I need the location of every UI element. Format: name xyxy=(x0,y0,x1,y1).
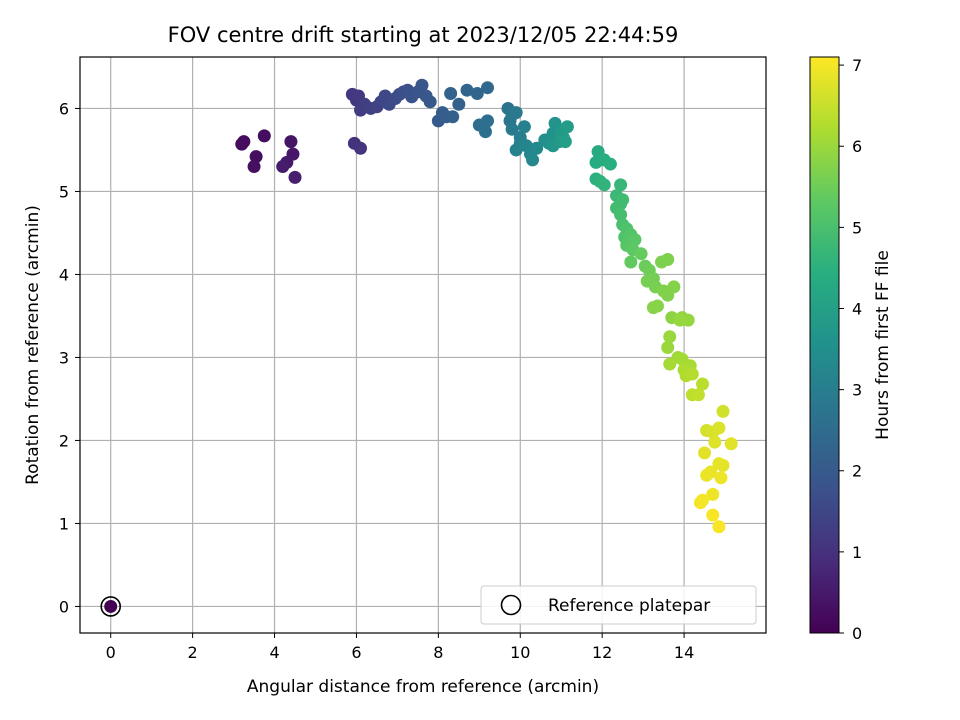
x-tick-label: 12 xyxy=(592,643,612,662)
data-point xyxy=(354,141,368,155)
data-point xyxy=(415,78,429,92)
y-tick-label: 3 xyxy=(59,348,69,367)
legend-marker xyxy=(500,594,522,616)
data-point xyxy=(693,496,707,510)
data-point xyxy=(481,114,495,128)
data-point xyxy=(706,487,720,501)
chart-title: FOV centre drift starting at 2023/12/05 … xyxy=(168,23,679,47)
data-point xyxy=(634,247,648,261)
x-tick-label: 14 xyxy=(674,643,694,662)
x-axis-ticks: 0 2 4 6 8 10 12 14 xyxy=(106,633,694,662)
data-point xyxy=(597,178,611,192)
y-tick-label: 6 xyxy=(59,99,69,118)
x-tick-label: 8 xyxy=(433,643,443,662)
legend: Reference platepar xyxy=(480,585,757,625)
data-point xyxy=(673,313,687,327)
colorbar: 0 1 2 3 4 5 6 7 Hours from first FF file xyxy=(809,56,893,643)
data-point xyxy=(284,135,298,149)
y-axis-ticks: 0 1 2 3 4 5 6 xyxy=(59,99,80,616)
data-point xyxy=(249,150,263,164)
data-point xyxy=(603,157,617,171)
data-point xyxy=(237,135,251,149)
data-point xyxy=(276,160,290,174)
data-point xyxy=(288,170,302,184)
data-point xyxy=(104,599,118,613)
legend-box xyxy=(480,585,757,625)
y-axis-label: Rotation from reference (arcmin) xyxy=(23,205,43,485)
data-point xyxy=(509,106,523,120)
data-point xyxy=(530,141,544,155)
data-point xyxy=(481,81,495,95)
data-point xyxy=(714,471,728,485)
colorbar-tick-label: 7 xyxy=(852,56,862,75)
colorbar-label: Hours from first FF file xyxy=(873,250,893,440)
colorbar-tick-label: 5 xyxy=(852,218,862,237)
data-point xyxy=(460,83,474,97)
x-tick-label: 2 xyxy=(188,643,198,662)
y-tick-label: 5 xyxy=(59,182,69,201)
colorbar-tick-label: 2 xyxy=(852,462,862,481)
x-tick-label: 6 xyxy=(351,643,361,662)
x-tick-label: 10 xyxy=(510,643,530,662)
data-point xyxy=(698,446,712,460)
y-tick-label: 2 xyxy=(59,431,69,450)
data-point xyxy=(712,520,726,534)
data-point xyxy=(444,87,458,101)
colorbar-tick-label: 6 xyxy=(852,137,862,156)
data-point xyxy=(716,458,730,472)
data-point xyxy=(712,421,726,435)
x-tick-label: 4 xyxy=(269,643,279,662)
data-point xyxy=(624,255,638,269)
data-point xyxy=(663,357,677,371)
data-point xyxy=(423,95,437,109)
colorbar-tick-label: 4 xyxy=(852,299,862,318)
colorbar-tick-label: 0 xyxy=(852,624,862,643)
x-tick-label: 0 xyxy=(106,643,116,662)
data-point xyxy=(716,404,730,418)
legend-label: Reference platepar xyxy=(548,596,710,616)
data-point xyxy=(257,129,271,143)
data-point xyxy=(628,233,642,247)
colorbar-tick-label: 1 xyxy=(852,543,862,562)
data-point xyxy=(509,143,523,157)
data-point xyxy=(700,468,714,482)
data-point xyxy=(446,110,460,124)
data-point xyxy=(667,280,681,294)
data-point xyxy=(661,340,675,354)
y-tick-label: 0 xyxy=(59,597,69,616)
data-point xyxy=(517,120,531,134)
data-point xyxy=(247,160,261,174)
data-point xyxy=(505,122,519,136)
colorbar-tick-label: 3 xyxy=(852,381,862,400)
data-point xyxy=(724,437,738,451)
data-point xyxy=(558,135,572,149)
data-point xyxy=(663,330,677,344)
data-point xyxy=(708,435,722,449)
data-point xyxy=(696,377,710,391)
colorbar-gradient xyxy=(809,56,840,634)
data-points xyxy=(100,78,738,617)
x-axis-label: Angular distance from reference (arcmin) xyxy=(247,677,599,697)
colorbar-ticks: 0 1 2 3 4 5 6 7 xyxy=(839,56,862,643)
data-point xyxy=(560,120,574,134)
reference-point-marker xyxy=(100,596,122,617)
data-point xyxy=(706,508,720,522)
data-point xyxy=(614,208,628,222)
data-point xyxy=(452,97,466,111)
data-point xyxy=(470,87,484,101)
data-point xyxy=(478,125,492,139)
data-point xyxy=(614,178,628,192)
y-tick-label: 1 xyxy=(59,514,69,533)
y-tick-label: 4 xyxy=(59,265,69,284)
data-point xyxy=(526,153,540,167)
data-point xyxy=(691,388,705,402)
data-point xyxy=(685,367,699,381)
plot-frame xyxy=(79,56,767,634)
data-point xyxy=(661,253,675,267)
data-point xyxy=(646,301,660,315)
